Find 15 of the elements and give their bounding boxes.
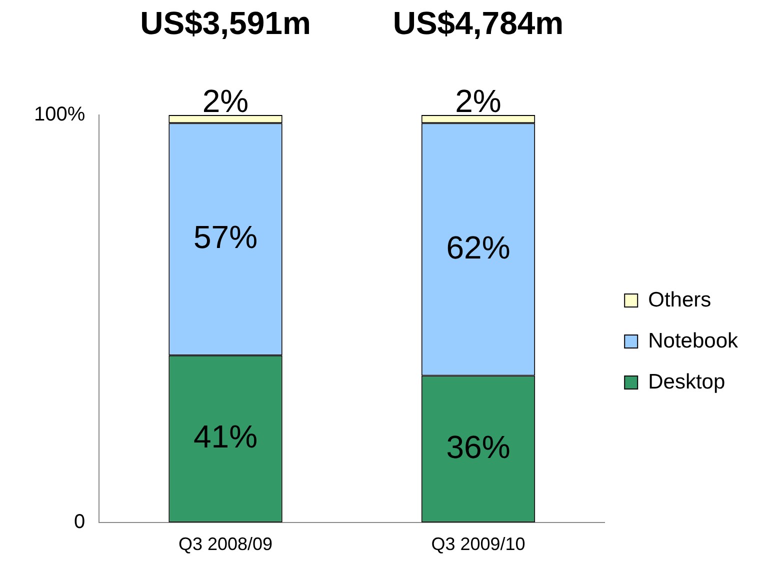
y-tick-label: 100% — [34, 104, 86, 126]
data-label: 2% — [455, 82, 502, 119]
total-label: US$4,784m — [392, 4, 564, 41]
x-tick-label: Q3 2009/10 — [431, 534, 526, 554]
legend-label: Notebook — [648, 329, 738, 352]
data-label: 2% — [202, 82, 249, 119]
total-label: US$3,591m — [140, 4, 311, 41]
data-label: 41% — [193, 418, 258, 455]
y-tick-label: 0 — [74, 510, 86, 533]
legend-label: Desktop — [648, 370, 726, 394]
data-label: 57% — [193, 219, 258, 256]
data-label: 62% — [446, 229, 510, 266]
x-tick-label: Q3 2008/09 — [178, 534, 273, 554]
legend-label: Others — [648, 288, 712, 312]
data-label: 36% — [446, 428, 510, 465]
